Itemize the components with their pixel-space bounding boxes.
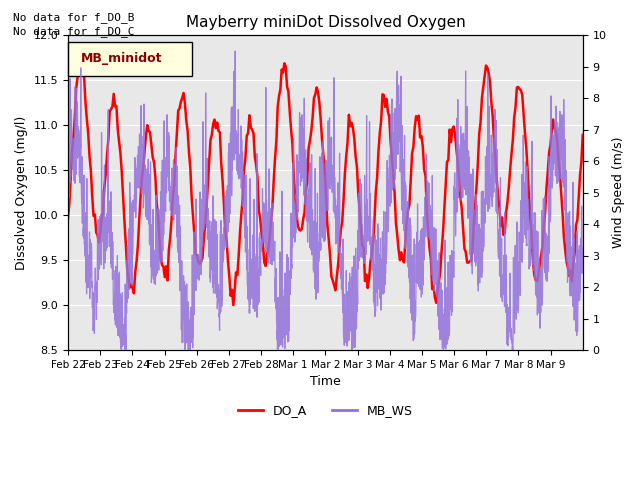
Title: Mayberry miniDot Dissolved Oxygen: Mayberry miniDot Dissolved Oxygen bbox=[186, 15, 465, 30]
Text: No data for f_DO_C: No data for f_DO_C bbox=[13, 26, 134, 37]
Legend: DO_A, MB_WS: DO_A, MB_WS bbox=[233, 399, 418, 422]
X-axis label: Time: Time bbox=[310, 375, 340, 388]
Y-axis label: Wind Speed (m/s): Wind Speed (m/s) bbox=[612, 137, 625, 249]
Text: No data for f_DO_B: No data for f_DO_B bbox=[13, 12, 134, 23]
Text: MB_minidot: MB_minidot bbox=[81, 52, 163, 65]
Y-axis label: Dissolved Oxygen (mg/l): Dissolved Oxygen (mg/l) bbox=[15, 116, 28, 270]
FancyBboxPatch shape bbox=[68, 42, 191, 76]
